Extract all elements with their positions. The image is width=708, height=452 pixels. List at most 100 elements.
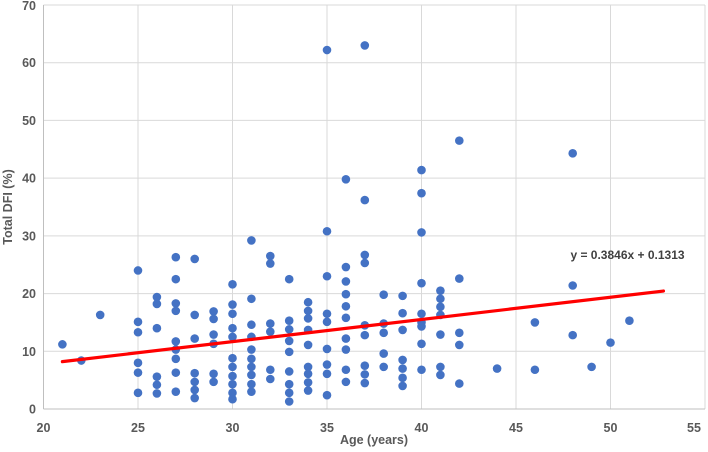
data-point [190, 385, 199, 395]
data-point [398, 381, 407, 391]
data-point [266, 251, 275, 261]
data-point [568, 149, 577, 158]
y-tick-label: 0 [29, 403, 36, 417]
data-point [360, 41, 370, 50]
data-point [171, 337, 181, 346]
data-point [417, 365, 426, 375]
data-point [322, 390, 332, 400]
data-point [360, 258, 370, 268]
data-point [398, 308, 407, 318]
data-point [152, 323, 162, 333]
data-point [247, 345, 256, 354]
data-point [379, 362, 389, 372]
data-point [133, 327, 143, 337]
data-point [568, 330, 577, 340]
y-tick-label: 10 [22, 345, 36, 359]
data-point [228, 394, 237, 404]
data-point [303, 340, 313, 350]
data-point [284, 336, 294, 346]
data-point [303, 386, 313, 395]
data-point [379, 349, 389, 358]
data-point [284, 379, 294, 389]
data-point [228, 323, 237, 333]
data-point [133, 388, 143, 398]
data-point [303, 314, 313, 323]
data-point [247, 362, 256, 372]
data-point [228, 280, 237, 289]
data-point [436, 370, 445, 380]
data-point [436, 286, 445, 295]
x-tick-label: 40 [415, 421, 429, 435]
data-point [209, 307, 218, 316]
data-point [530, 318, 540, 327]
data-point [455, 340, 464, 350]
data-point [322, 226, 332, 236]
data-point [190, 254, 199, 264]
data-point [379, 328, 389, 338]
data-point [284, 316, 294, 325]
data-point [190, 310, 199, 320]
data-point [436, 362, 445, 372]
x-tick-label: 20 [37, 421, 51, 435]
data-point [266, 319, 275, 328]
data-point [133, 317, 143, 327]
y-tick-label: 20 [22, 287, 36, 301]
data-point [152, 380, 162, 390]
data-point [228, 379, 237, 389]
y-tick-label: 40 [22, 172, 36, 186]
data-point [209, 330, 218, 339]
data-point [417, 165, 426, 175]
data-point [303, 297, 313, 307]
data-point [152, 389, 162, 398]
y-tick-labels: 0 10 20 30 40 50 60 70 [22, 0, 36, 417]
data-point [322, 360, 332, 369]
y-tick-label: 30 [22, 229, 36, 243]
data-point [266, 259, 275, 268]
data-point [322, 369, 332, 379]
data-point [284, 325, 294, 334]
data-point [171, 299, 181, 308]
data-point [247, 387, 256, 396]
data-point [209, 369, 218, 379]
data-point [417, 339, 426, 349]
data-point [341, 289, 351, 299]
data-point [341, 301, 351, 311]
x-tick-label: 35 [320, 421, 334, 435]
data-point [247, 354, 256, 364]
data-point [322, 344, 332, 354]
data-point [266, 327, 275, 336]
trendline-equation: y = 0.3846x + 0.1313 [570, 248, 684, 262]
data-point [247, 320, 256, 330]
data-point [247, 370, 256, 380]
data-point [284, 367, 294, 376]
data-point [209, 314, 218, 324]
data-point [171, 306, 181, 316]
data-point [171, 387, 181, 396]
data-point [133, 358, 143, 368]
data-point [568, 281, 577, 290]
x-tick-label: 25 [131, 421, 145, 435]
data-point [360, 370, 370, 379]
data-point [284, 347, 294, 357]
data-point [228, 353, 237, 363]
data-point [190, 368, 199, 378]
data-point [587, 362, 596, 372]
data-point [530, 365, 540, 375]
data-point [303, 378, 313, 387]
data-point [360, 330, 370, 340]
data-point [58, 340, 67, 349]
data-point [322, 45, 332, 55]
data-point [303, 369, 313, 379]
data-point [417, 309, 426, 319]
y-axis-title: Total DFI (%) [1, 169, 15, 244]
data-point [398, 364, 407, 373]
x-axis-title: Age (years) [340, 433, 408, 447]
y-tick-label: 60 [22, 56, 36, 70]
gridlines [43, 4, 706, 409]
data-point [322, 317, 332, 327]
data-point [228, 371, 237, 381]
data-point [171, 274, 181, 284]
data-point [360, 195, 370, 205]
data-point [284, 274, 294, 284]
